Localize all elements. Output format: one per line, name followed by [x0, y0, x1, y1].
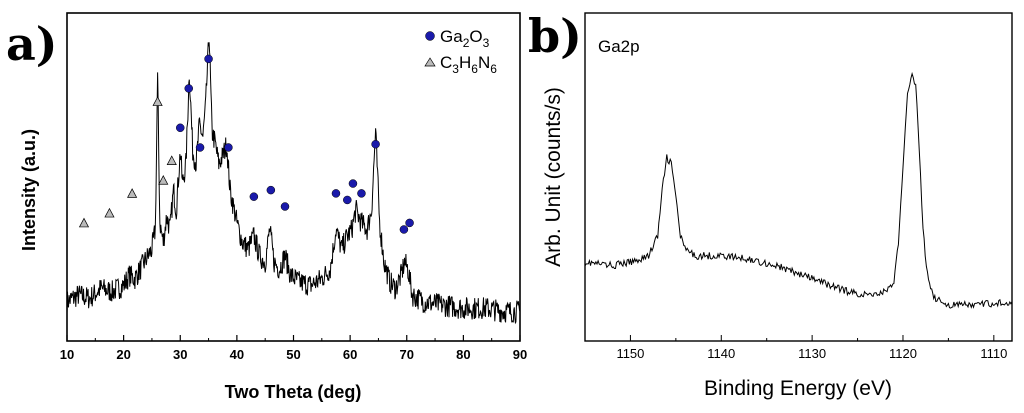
panel-a-x-tick-label: 50 [286, 347, 300, 362]
panel-a-marker-c3h6n6 [104, 207, 115, 218]
panel-a-marker-c3h6n6 [152, 96, 163, 106]
panel-a-y-axis-title: Intensity (a.u.) [19, 129, 39, 251]
panel-b-x-tick-label: 1150 [616, 346, 644, 361]
panel-a-x-tick-label: 10 [60, 347, 74, 362]
panel-a-marker-ga2o3 [184, 84, 193, 93]
panel-a-markers [78, 54, 414, 234]
panel-a-marker-ga2o3 [176, 123, 185, 133]
panel-b-x-tick-label: 1110 [980, 346, 1007, 361]
panel-a-x-axis-title: Two Theta (deg) [225, 382, 362, 402]
panel-a-chart: 10 20 30 40 50 60 70 80 90 Two Theta (deg) Inten… [19, 12, 527, 402]
panel-a-marker-ga2o3 [204, 54, 213, 64]
panel-a-x-tick-label: 70 [400, 347, 414, 362]
panel-b-chart: 1150 1140 1130 1120 1110 Ga2p Binding Energy… [542, 12, 1013, 400]
panel-a-legend: Ga2O3 C3H6N6 [424, 27, 497, 76]
panel-a-marker-ga2o3 [266, 185, 276, 195]
legend-triangle-marker [424, 57, 436, 67]
panel-a-marker-ga2o3 [348, 179, 358, 188]
panel-a-marker-ga2o3 [331, 189, 341, 198]
panel-a-marker-ga2o3 [224, 143, 233, 152]
panel-a-x-tick-label: 40 [230, 347, 244, 362]
panel-a-marker-ga2o3 [195, 143, 205, 152]
panel-a-marker-c3h6n6 [78, 217, 90, 228]
panel-a-marker-c3h6n6 [166, 155, 177, 165]
panel-b-annotation: Ga2p [598, 37, 640, 56]
panel-a-marker-ga2o3 [249, 192, 259, 201]
panel-a-x-tick-label: 30 [173, 347, 187, 362]
legend-entry-c3h6n6: C3H6N6 [440, 53, 497, 76]
panel-b-x-ticks: 1150 1140 1130 1120 1110 [616, 335, 1007, 361]
panel-b-series-line [584, 71, 1013, 309]
panel-a-marker-ga2o3 [357, 189, 366, 198]
panel-b-y-axis-title: Arb. Unit (counts/s) [542, 87, 565, 267]
panel-b-x-tick-label: 1130 [798, 346, 826, 361]
panel-b-x-axis-title: Binding Energy (eV) [704, 377, 892, 400]
panel-b-x-tick-label: 1140 [707, 346, 735, 361]
panel-a-marker-ga2o3 [280, 202, 290, 211]
panel-a-marker-ga2o3 [371, 139, 380, 149]
panel-a-marker-ga2o3 [343, 195, 352, 205]
panel-a-x-tick-label: 60 [343, 347, 357, 362]
panel-a-marker-ga2o3 [405, 218, 414, 228]
legend-circle-marker [425, 31, 435, 41]
panel-a-x-ticks: 10 20 30 40 50 60 70 80 90 [60, 335, 527, 362]
panel-a-x-tick-label: 20 [116, 347, 130, 362]
panel-b-plot-frame [584, 12, 1013, 342]
legend-entry-ga2o3: Ga2O3 [440, 27, 490, 50]
panel-a-x-tick-label: 90 [513, 347, 527, 362]
panel-a-label: a) [6, 17, 58, 71]
panel-a-marker-c3h6n6 [127, 188, 138, 198]
panel-a-x-tick-label: 80 [456, 347, 470, 362]
panel-a-marker-ga2o3 [399, 225, 409, 234]
panel-b-x-tick-label: 1120 [889, 346, 917, 361]
panel-b-label: b) [528, 9, 582, 63]
panel-a-series-line [66, 42, 521, 325]
panel-a-marker-c3h6n6 [158, 175, 169, 185]
